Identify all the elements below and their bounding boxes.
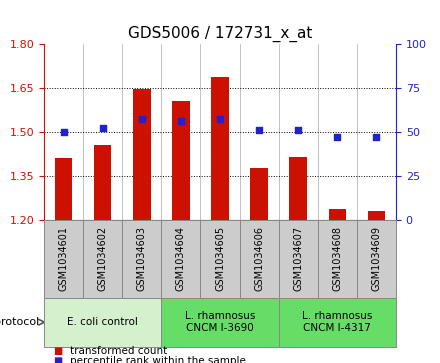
Text: transformed count: transformed count (70, 346, 168, 356)
Text: GSM1034601: GSM1034601 (59, 226, 69, 291)
Text: GSM1034604: GSM1034604 (176, 226, 186, 291)
Bar (55, 158, 72, 220)
Text: protocol: protocol (0, 317, 40, 327)
Bar (133, 89, 150, 220)
Bar (368, 211, 385, 220)
Text: GSM1034605: GSM1034605 (215, 226, 225, 291)
Bar (290, 156, 307, 220)
Title: GDS5006 / 172731_x_at: GDS5006 / 172731_x_at (128, 26, 312, 42)
Text: GSM1034603: GSM1034603 (137, 226, 147, 291)
Bar (329, 209, 346, 220)
Text: L. rhamnosus
CNCM I-4317: L. rhamnosus CNCM I-4317 (302, 311, 373, 333)
Text: ■: ■ (53, 356, 62, 363)
Bar (94, 145, 111, 220)
Point (99, 125, 106, 131)
Text: ■: ■ (53, 346, 62, 356)
Point (216, 117, 224, 122)
Point (373, 134, 380, 140)
Point (334, 134, 341, 140)
Text: GSM1034607: GSM1034607 (293, 226, 303, 291)
Text: E. coli control: E. coli control (67, 317, 138, 327)
Text: GSM1034602: GSM1034602 (98, 226, 108, 291)
Text: L. rhamnosus
CNCM I-3690: L. rhamnosus CNCM I-3690 (185, 311, 255, 333)
Point (60, 129, 67, 134)
Point (295, 127, 302, 133)
Bar (250, 168, 268, 220)
Point (138, 117, 145, 122)
Text: GSM1034609: GSM1034609 (371, 226, 381, 291)
Point (256, 127, 263, 133)
Text: GSM1034606: GSM1034606 (254, 226, 264, 291)
Bar (211, 77, 229, 220)
Text: GSM1034608: GSM1034608 (332, 226, 342, 291)
Text: percentile rank within the sample: percentile rank within the sample (70, 356, 246, 363)
Bar (172, 101, 190, 220)
Point (177, 118, 184, 124)
